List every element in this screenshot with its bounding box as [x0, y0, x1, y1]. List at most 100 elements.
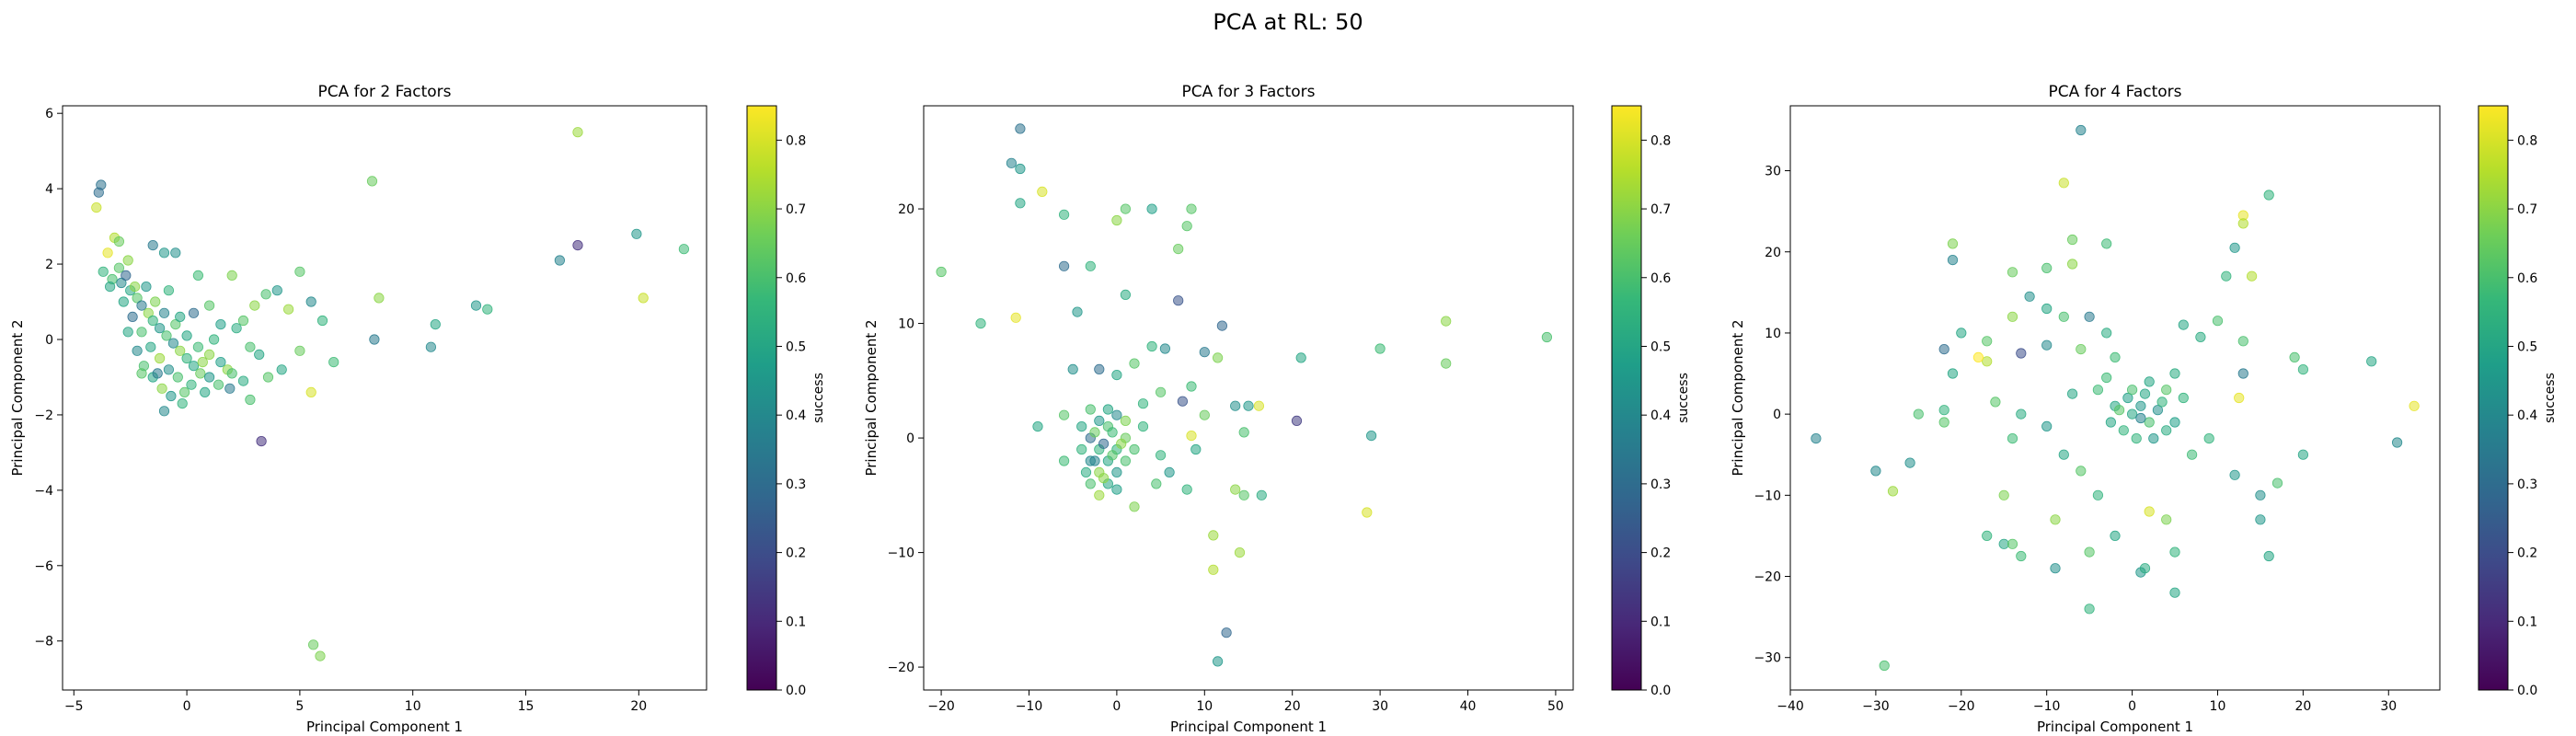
data-point	[1982, 356, 1993, 367]
data-point	[158, 307, 170, 318]
data-point	[1146, 203, 1157, 214]
data-point	[2152, 405, 2163, 416]
data-point	[1156, 450, 1167, 461]
data-point	[200, 386, 211, 397]
data-point	[204, 300, 215, 311]
y-axis-label: Principal Component 2	[9, 319, 26, 476]
data-point	[156, 383, 167, 394]
data-point	[113, 236, 124, 247]
data-point	[1216, 320, 1228, 331]
data-point	[2255, 489, 2266, 500]
data-point	[1441, 358, 1452, 369]
data-point	[1913, 408, 1924, 420]
data-point	[122, 255, 133, 266]
x-tick-label: −30	[1862, 699, 1890, 714]
data-point	[118, 296, 129, 307]
data-point	[1085, 478, 1096, 489]
data-point	[102, 247, 113, 259]
data-point	[2101, 328, 2112, 339]
data-point	[638, 293, 649, 304]
colorbar	[2478, 105, 2509, 691]
colorbar-tick-label: 0.5	[2517, 339, 2537, 354]
scatter-points	[91, 127, 690, 661]
data-point	[2041, 339, 2053, 351]
data-point	[1998, 489, 2009, 500]
data-point	[1015, 163, 1026, 175]
data-point	[1156, 386, 1167, 397]
data-point	[158, 247, 170, 259]
data-point	[121, 270, 132, 281]
panel-title: PCA for 3 Factors	[1181, 83, 1315, 101]
data-point	[145, 341, 156, 352]
data-point	[2237, 336, 2248, 347]
data-point	[2016, 408, 2027, 420]
data-point	[374, 293, 385, 304]
data-point	[1982, 530, 1993, 542]
data-point	[1085, 404, 1096, 415]
data-point	[215, 318, 226, 330]
x-tick-label: 30	[2380, 699, 2397, 714]
data-point	[2007, 311, 2018, 322]
data-point	[1186, 430, 1197, 442]
data-point	[2366, 356, 2377, 367]
data-point	[195, 368, 206, 379]
data-point	[2007, 538, 2018, 549]
data-point	[175, 345, 186, 356]
data-point	[1362, 507, 1373, 518]
data-point	[136, 300, 147, 311]
data-point	[1238, 427, 1249, 438]
data-point	[2229, 469, 2240, 480]
data-point	[430, 318, 441, 330]
data-point	[1085, 260, 1096, 271]
y-tick-label: 4	[45, 182, 53, 197]
colorbar-tick-label: 0.3	[786, 477, 806, 492]
data-point	[2024, 291, 2035, 302]
data-point	[155, 323, 166, 334]
data-point	[1072, 306, 1083, 317]
data-point	[192, 270, 203, 281]
data-point	[116, 277, 127, 289]
colorbar-label: success	[2543, 373, 2558, 423]
x-tick-label: −20	[927, 699, 955, 714]
x-axis-label: Principal Component 1	[2037, 719, 2193, 735]
x-tick-label: 0	[1112, 699, 1121, 714]
data-point	[175, 311, 186, 322]
y-tick-label: 30	[1765, 165, 1781, 179]
data-point	[1159, 343, 1171, 354]
data-point	[1037, 186, 1048, 197]
plot-frame	[1789, 105, 2441, 691]
data-point	[1208, 530, 1219, 541]
data-point	[113, 262, 124, 273]
data-point	[2118, 425, 2129, 436]
data-point	[143, 307, 154, 318]
data-point	[260, 289, 271, 300]
data-point	[678, 244, 690, 255]
data-point	[215, 356, 226, 368]
data-point	[2229, 242, 2240, 253]
colorbar-tick-label: 0.0	[2517, 684, 2537, 698]
colorbar-tick-label: 0.1	[2517, 615, 2537, 629]
data-point	[2084, 311, 2095, 322]
data-point	[1173, 243, 1184, 255]
x-tick-label: −10	[2033, 699, 2061, 714]
data-point	[1102, 404, 1114, 415]
data-point	[170, 318, 181, 330]
data-point	[1982, 336, 1993, 347]
data-point	[2076, 343, 2087, 355]
data-point	[1076, 443, 1087, 455]
y-tick-label: 10	[898, 317, 914, 332]
data-point	[2067, 388, 2078, 399]
data-point	[1870, 466, 1881, 477]
data-point	[2105, 417, 2116, 428]
data-point	[163, 285, 174, 296]
data-point	[294, 266, 305, 277]
data-point	[204, 349, 215, 360]
data-point	[2101, 238, 2112, 249]
data-point	[1213, 656, 1224, 667]
y-tick-label: 0	[1773, 408, 1781, 422]
data-point	[98, 266, 109, 277]
data-point	[197, 356, 208, 368]
data-point	[2392, 437, 2403, 448]
data-point	[254, 349, 265, 360]
data-point	[2139, 388, 2151, 399]
